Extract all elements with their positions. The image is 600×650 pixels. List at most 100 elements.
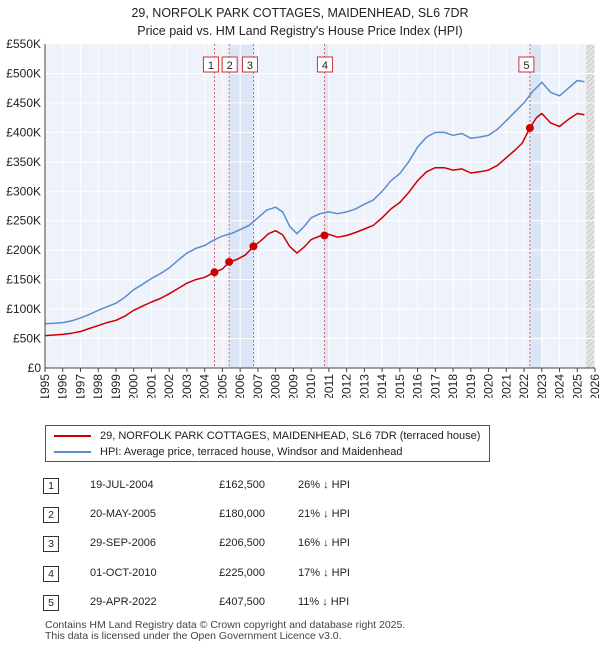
sale-number-label: 4: [322, 60, 328, 72]
projection-hatch: [585, 64, 596, 75]
price-chart: £0 £50K £100K £150K £200K £250K £300K £350K £400…: [6, 38, 600, 398]
projection-hatch: [585, 169, 596, 180]
x-tick-label: 2014: [375, 374, 389, 398]
sale-number-label: 2: [227, 60, 233, 72]
transactions-table: 1 19-JUL-2004 £162,500 26% ↓ HPI 2 20-MA…: [0, 470, 600, 620]
projection-hatch: [585, 339, 596, 350]
projection-hatch: [585, 354, 596, 365]
x-tick-label: 2006: [233, 374, 247, 398]
projection-hatch: [585, 104, 596, 115]
y-tick-label: £200K: [6, 243, 41, 257]
projection-hatch: [585, 119, 596, 130]
transaction-price: £407,500: [219, 596, 265, 608]
x-tick-label: 2017: [428, 374, 442, 398]
projection-hatch: [585, 219, 596, 230]
x-tick-label: 2015: [393, 374, 407, 398]
sale-number-box: [316, 56, 333, 73]
sale-number-box: [202, 56, 219, 73]
projection-hatch: [585, 204, 596, 215]
sale-period-band: [529, 44, 542, 368]
x-tick-label: 2012: [340, 374, 354, 398]
projection-hatch: [585, 149, 596, 160]
legend-label-property: 29, NORFOLK PARK COTTAGES, MAIDENHEAD, S…: [100, 430, 481, 442]
projection-hatch: [585, 44, 596, 55]
x-tick-label: 1997: [73, 374, 87, 398]
hpi-line: [44, 79, 585, 325]
transaction-date: 20-MAY-2005: [90, 508, 157, 520]
projection-hatch: [585, 334, 596, 345]
sale-number-box: [221, 56, 238, 73]
sale-point: [249, 242, 258, 251]
sale-number-label: 1: [208, 60, 214, 72]
projection-hatch: [585, 74, 596, 85]
x-tick-label: 2024: [553, 374, 567, 398]
footer: Contains HM Land Registry data © Crown c…: [45, 620, 405, 642]
transaction-date: 01-OCT-2010: [90, 567, 157, 579]
chart-title: 29, NORFOLK PARK COTTAGES, MAIDENHEAD, S…: [0, 4, 600, 40]
x-tick-label: 2013: [357, 374, 371, 398]
projection-hatch: [585, 259, 596, 270]
projection-hatch: [585, 229, 596, 240]
x-tick-label: 2010: [304, 374, 318, 398]
x-tick-label: 2018: [446, 374, 460, 398]
footer-line-2: This data is licensed under the Open Gov…: [45, 630, 342, 642]
x-tick-label: 1996: [56, 374, 70, 398]
transaction-number: 4: [43, 566, 59, 582]
x-tick-label: 2023: [535, 374, 549, 398]
plot-area: [45, 44, 595, 368]
projection-hatch: [585, 239, 596, 250]
transaction-row: 4 01-OCT-2010 £225,000 17% ↓ HPI: [0, 566, 600, 584]
projection-hatch: [585, 79, 596, 90]
projection-hatch: [585, 284, 596, 295]
projection-hatch: [585, 329, 596, 340]
sale-number-label: 5: [523, 60, 529, 72]
projection-hatch: [585, 309, 596, 320]
projection-hatch: [585, 129, 596, 140]
x-tick-label: 2016: [411, 374, 425, 398]
projection-hatch: [585, 344, 596, 355]
transaction-row: 3 29-SEP-2006 £206,500 16% ↓ HPI: [0, 536, 600, 554]
x-tick-label: 2005: [215, 374, 229, 398]
projection-hatch: [585, 134, 596, 145]
transaction-hpi-diff: 21% ↓ HPI: [298, 508, 350, 520]
transaction-number: 3: [43, 536, 59, 552]
projection-hatch: [585, 319, 596, 330]
x-tick-label: 2011: [322, 374, 336, 398]
projection-hatch: [585, 139, 596, 150]
x-tick-label: 2021: [499, 374, 513, 398]
projection-hatch: [585, 289, 596, 300]
x-tick-label: 2001: [144, 374, 158, 398]
projection-hatch: [585, 314, 596, 325]
x-tick-label: 1999: [109, 374, 123, 398]
projection-hatch: [585, 154, 596, 165]
y-tick-label: £500K: [6, 66, 41, 80]
transaction-price: £162,500: [219, 479, 265, 491]
y-tick-label: £150K: [6, 273, 41, 287]
transaction-row: 5 29-APR-2022 £407,500 11% ↓ HPI: [0, 595, 600, 613]
y-tick-label: £350K: [6, 155, 41, 169]
transaction-hpi-diff: 16% ↓ HPI: [298, 537, 350, 549]
title-line-2: Price paid vs. HM Land Registry's House …: [137, 24, 463, 38]
projection-hatch: [585, 54, 596, 65]
title-line-1: 29, NORFOLK PARK COTTAGES, MAIDENHEAD, S…: [131, 6, 469, 20]
projection-hatch: [585, 89, 596, 100]
transaction-date: 29-SEP-2006: [90, 537, 157, 549]
y-tick-label: £450K: [6, 96, 41, 110]
transaction-hpi-diff: 11% ↓ HPI: [298, 596, 350, 608]
projection-hatch: [585, 59, 596, 70]
transaction-number: 1: [43, 478, 59, 494]
projection-hatch: [585, 254, 596, 265]
transaction-price: £180,000: [219, 508, 265, 520]
x-tick-label: 2007: [251, 374, 265, 398]
y-tick-label: £100K: [6, 302, 41, 316]
projection-hatch: [585, 69, 596, 80]
x-tick-label: 2008: [269, 374, 283, 398]
property-price-line: [44, 112, 585, 337]
sale-point: [225, 257, 234, 266]
projection-region: [586, 44, 595, 368]
y-tick-label: £300K: [6, 184, 41, 198]
projection-hatch: [585, 164, 596, 175]
x-tick-label: 2009: [286, 374, 300, 398]
transaction-row: 1 19-JUL-2004 £162,500 26% ↓ HPI: [0, 478, 600, 496]
projection-hatch: [585, 184, 596, 195]
